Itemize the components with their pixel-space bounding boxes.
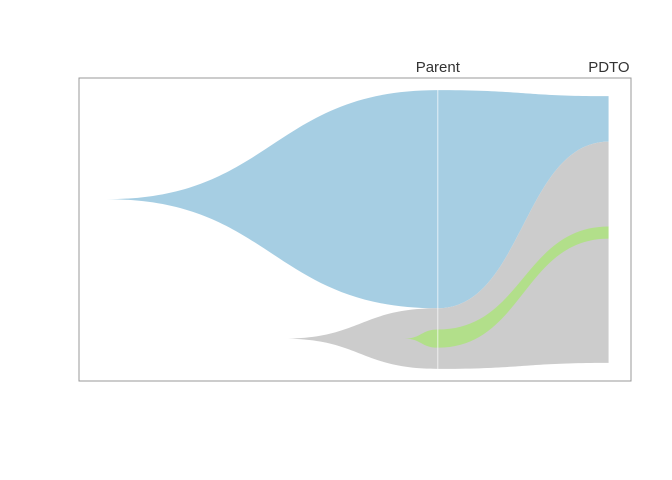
clone-layer	[106, 90, 609, 369]
clone-blue	[106, 90, 609, 309]
clone-gray	[283, 141, 609, 369]
timepoint-lines	[437, 78, 610, 381]
plot-frame	[78, 77, 632, 382]
timepoint-label-pdto: PDTO	[588, 59, 629, 76]
clone-green	[404, 226, 609, 348]
timepoint-labels: Parent PDTO	[416, 59, 630, 76]
timepoint-label-parent: Parent	[416, 59, 461, 76]
